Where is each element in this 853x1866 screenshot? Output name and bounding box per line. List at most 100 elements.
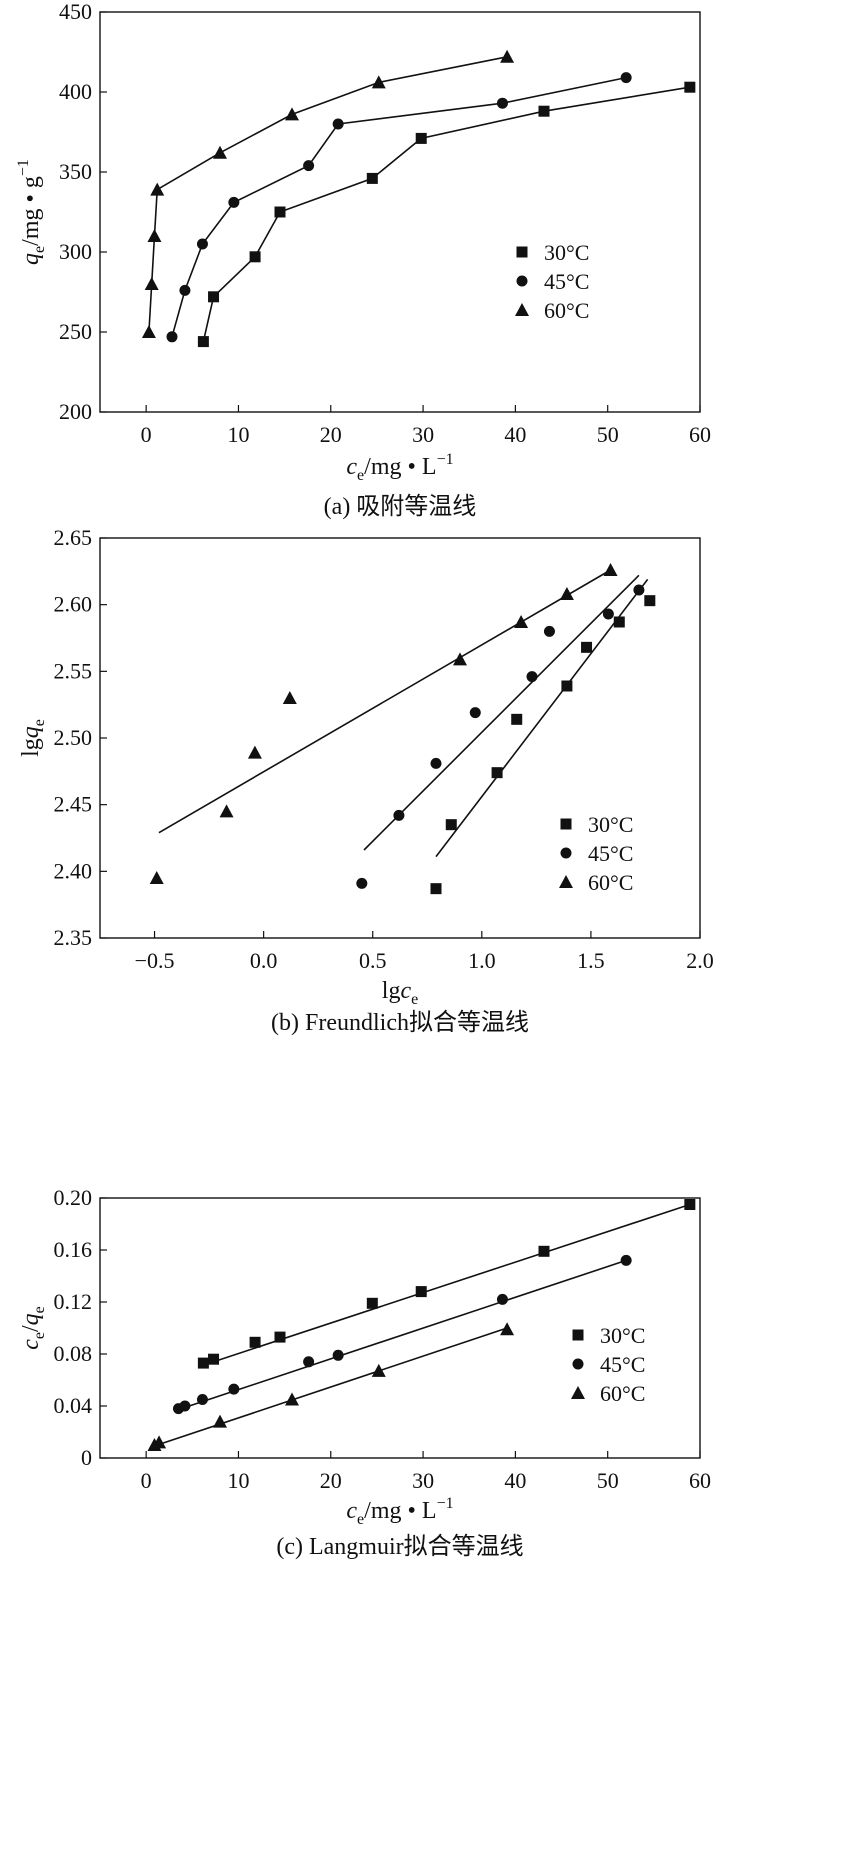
data-point bbox=[366, 1297, 378, 1309]
data-point bbox=[491, 767, 503, 779]
data-point bbox=[228, 1383, 240, 1395]
x-tick-label: 20 bbox=[320, 1468, 342, 1493]
data-point bbox=[644, 595, 656, 607]
data-point bbox=[249, 1336, 261, 1348]
data-point bbox=[141, 325, 156, 338]
data-point bbox=[514, 615, 529, 628]
data-point bbox=[303, 1356, 315, 1368]
panel-caption: (b) Freundlich拟合等温线 bbox=[271, 1009, 529, 1036]
legend-marker bbox=[560, 818, 572, 830]
data-point bbox=[543, 625, 555, 637]
data-point bbox=[684, 81, 696, 93]
data-point bbox=[500, 1322, 515, 1336]
series-30°C bbox=[197, 81, 696, 348]
x-tick-label: 50 bbox=[597, 1468, 619, 1493]
panel-1: 0 10 20 30 40 50 60 200 250 300 350 400 450 ce​/mg • … bbox=[15, 0, 711, 520]
data-point bbox=[620, 72, 632, 84]
y-axis-label: lgqe​ bbox=[18, 719, 48, 757]
panel-2: −0.5 0.0 0.5 1.0 1.5 2.0 2.35 2.40 2.45 2.50 2.55 2… bbox=[18, 525, 714, 1036]
data-point bbox=[538, 105, 550, 117]
legend-label: 60°C bbox=[588, 870, 633, 895]
x-tick-label: 2.0 bbox=[686, 948, 714, 973]
legend-marker bbox=[560, 847, 572, 859]
data-point bbox=[147, 229, 162, 242]
y-axis-label: ce​/qe​ bbox=[18, 1306, 48, 1350]
legend-label: 45°C bbox=[600, 1352, 645, 1377]
data-point bbox=[684, 1199, 696, 1210]
data-point bbox=[613, 616, 625, 628]
legend: 30°C 45°C 60°C bbox=[559, 812, 633, 895]
data-point bbox=[196, 238, 208, 250]
panel-caption: (c) Langmuir拟合等温线 bbox=[276, 1533, 523, 1560]
plot-frame bbox=[99, 11, 701, 413]
data-point bbox=[393, 809, 405, 821]
data-point bbox=[219, 804, 234, 818]
data-point bbox=[559, 587, 574, 600]
data-point bbox=[415, 132, 427, 144]
data-point bbox=[197, 336, 209, 348]
data-point bbox=[602, 608, 614, 620]
legend-label: 60°C bbox=[544, 298, 589, 323]
data-point bbox=[179, 284, 191, 296]
data-point bbox=[496, 97, 508, 109]
panel-caption: (a) 吸附等温线 bbox=[324, 493, 477, 520]
x-axis-label: lgce​ bbox=[382, 978, 418, 1008]
data-point bbox=[228, 196, 240, 208]
x-tick-label: 1.0 bbox=[468, 948, 496, 973]
data-point bbox=[538, 1245, 550, 1257]
x-tick-label: 0.0 bbox=[250, 948, 278, 973]
data-point bbox=[511, 713, 523, 725]
fit-line bbox=[158, 569, 611, 834]
data-point bbox=[285, 1392, 299, 1406]
y-axis-label: qe​/mg • g−1​ bbox=[15, 159, 48, 265]
x-tick-label: 20 bbox=[320, 422, 342, 447]
data-point bbox=[152, 1435, 167, 1449]
x-axis-label: ce​/mg • L−1​ bbox=[346, 451, 453, 484]
y-tick-label: 0.04 bbox=[54, 1393, 93, 1418]
data-point bbox=[453, 652, 467, 666]
data-point bbox=[303, 160, 315, 172]
legend: 30°C 45°C 60°C bbox=[515, 240, 589, 323]
y-tick-label: 0.16 bbox=[54, 1237, 93, 1262]
legend-label: 30°C bbox=[588, 812, 633, 837]
data-point bbox=[633, 584, 645, 596]
data-point bbox=[285, 107, 299, 121]
legend-marker bbox=[571, 1386, 585, 1399]
y-tick-label: 2.55 bbox=[54, 658, 93, 683]
legend-label: 30°C bbox=[544, 240, 589, 265]
series-60°C bbox=[141, 49, 515, 338]
legend-marker bbox=[516, 275, 528, 287]
data-point bbox=[332, 1349, 344, 1361]
x-tick-label: 60 bbox=[689, 422, 711, 447]
y-tick-label: 450 bbox=[59, 0, 92, 24]
x-tick-label: 10 bbox=[227, 422, 249, 447]
y-tick-label: 300 bbox=[59, 239, 92, 264]
x-tick-label: 30 bbox=[412, 422, 434, 447]
data-point bbox=[208, 291, 220, 303]
y-tick-label: 0.12 bbox=[54, 1289, 93, 1314]
y-tick-label: 0 bbox=[81, 1445, 92, 1470]
data-point bbox=[356, 877, 368, 889]
series-45°C bbox=[166, 72, 632, 343]
series-30°C bbox=[197, 1199, 696, 1369]
legend-marker bbox=[572, 1329, 584, 1341]
series-45°C bbox=[356, 574, 645, 889]
data-point bbox=[149, 871, 164, 884]
data-point bbox=[469, 707, 481, 719]
y-tick-label: 2.65 bbox=[54, 525, 93, 550]
panel-3: 0 10 20 30 40 50 60 0 0.04 0.08 0.12 0.16 0.20 ce​/mg… bbox=[18, 1185, 711, 1560]
legend-label: 60°C bbox=[600, 1381, 645, 1406]
data-point bbox=[430, 883, 442, 895]
data-point bbox=[213, 1414, 227, 1428]
x-tick-label: 60 bbox=[689, 1468, 711, 1493]
y-tick-label: 2.60 bbox=[54, 592, 93, 617]
data-point bbox=[430, 757, 442, 769]
fit-line bbox=[177, 1259, 627, 1411]
data-point bbox=[603, 563, 618, 576]
data-point bbox=[445, 819, 457, 831]
x-tick-label: −0.5 bbox=[135, 948, 175, 973]
series-line bbox=[202, 86, 690, 342]
x-tick-label: 50 bbox=[597, 422, 619, 447]
y-tick-label: 250 bbox=[59, 319, 92, 344]
y-tick-label: 2.45 bbox=[54, 792, 93, 817]
